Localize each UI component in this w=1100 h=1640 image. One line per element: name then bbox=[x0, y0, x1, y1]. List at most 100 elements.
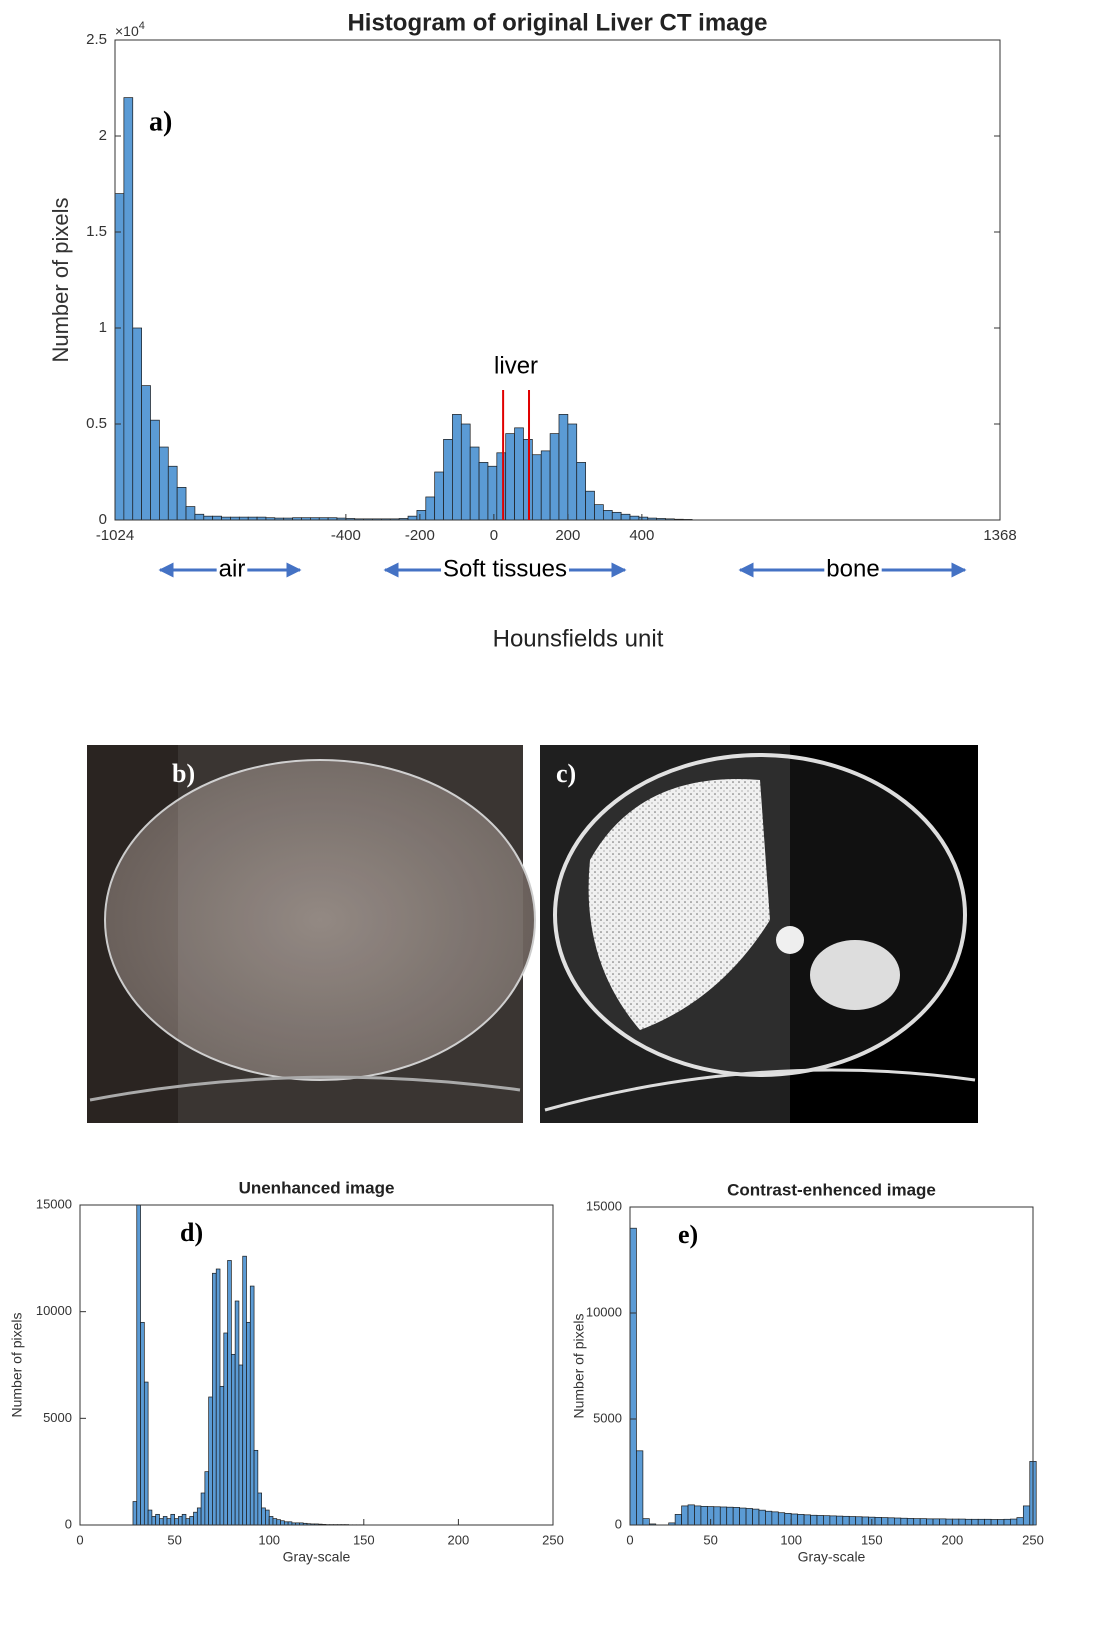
x-tick-label: 150 bbox=[353, 1532, 375, 1547]
bar bbox=[196, 1507, 202, 1526]
bar bbox=[253, 1449, 259, 1526]
x-tick-label: 0 bbox=[490, 527, 498, 544]
x-tick-label: 250 bbox=[1022, 1532, 1044, 1547]
plot-frame bbox=[629, 1206, 1034, 1526]
bar bbox=[443, 439, 453, 521]
panel-label: e) bbox=[678, 1220, 698, 1249]
bar bbox=[487, 465, 498, 521]
bar bbox=[194, 513, 205, 521]
y-multiplier-exponent: 4 bbox=[139, 20, 145, 32]
bar bbox=[478, 462, 489, 521]
bar bbox=[971, 1518, 979, 1526]
bar bbox=[242, 1255, 247, 1526]
x-tick-label: 200 bbox=[448, 1532, 470, 1547]
bar bbox=[246, 1321, 251, 1526]
bar bbox=[900, 1517, 908, 1526]
bar bbox=[132, 327, 142, 521]
x-tick-label: 50 bbox=[167, 1532, 181, 1547]
bar bbox=[964, 1518, 973, 1526]
bar bbox=[594, 504, 604, 521]
bar bbox=[945, 1518, 953, 1526]
bar bbox=[140, 1321, 145, 1526]
bar bbox=[223, 1332, 228, 1526]
x-tick-label: 250 bbox=[542, 1532, 564, 1547]
bar bbox=[204, 1471, 210, 1526]
bar bbox=[200, 1492, 206, 1526]
bar bbox=[272, 1518, 278, 1526]
bar bbox=[178, 1516, 183, 1526]
bar bbox=[629, 515, 640, 521]
bar bbox=[505, 433, 515, 521]
x-tick-label: -200 bbox=[405, 527, 435, 544]
bar bbox=[189, 1516, 194, 1526]
bar bbox=[835, 1515, 844, 1526]
x-tick-label: 100 bbox=[780, 1532, 802, 1547]
bar bbox=[842, 1515, 850, 1526]
bar bbox=[585, 490, 595, 521]
bar bbox=[797, 1514, 805, 1526]
bar bbox=[700, 1505, 708, 1526]
bar bbox=[185, 506, 196, 521]
bar bbox=[719, 1506, 728, 1526]
x-tick-label: 200 bbox=[942, 1532, 964, 1547]
bar bbox=[642, 1518, 650, 1526]
bar bbox=[523, 439, 533, 521]
bar bbox=[687, 1504, 695, 1526]
bar bbox=[416, 510, 427, 521]
y-tick-label: 15000 bbox=[586, 1198, 622, 1213]
bar bbox=[745, 1508, 753, 1526]
x-axis-label: Gray-scale bbox=[798, 1549, 866, 1565]
bar bbox=[636, 1450, 644, 1526]
bar bbox=[603, 510, 613, 521]
x-tick-label: 0 bbox=[76, 1532, 83, 1547]
bar bbox=[123, 97, 134, 521]
plot-frame bbox=[79, 1204, 554, 1526]
bar bbox=[166, 1518, 172, 1526]
bar bbox=[732, 1507, 740, 1526]
bar bbox=[576, 462, 586, 521]
bar bbox=[176, 487, 187, 521]
bar bbox=[181, 1513, 187, 1526]
bar bbox=[823, 1515, 831, 1526]
bar bbox=[136, 1204, 141, 1526]
bar bbox=[803, 1514, 811, 1526]
bar bbox=[514, 427, 524, 521]
bar bbox=[227, 1260, 232, 1526]
bar bbox=[174, 1518, 179, 1526]
bar bbox=[143, 1381, 149, 1526]
bar bbox=[926, 1518, 934, 1526]
bar bbox=[771, 1511, 779, 1526]
y-tick-label: 2 bbox=[99, 127, 107, 144]
bar bbox=[939, 1518, 947, 1526]
x-tick-label: 400 bbox=[629, 527, 654, 544]
bar bbox=[629, 1227, 637, 1526]
bar bbox=[212, 1272, 217, 1526]
y-tick-label: 1 bbox=[99, 319, 107, 336]
x-tick-label: 200 bbox=[555, 527, 580, 544]
bar bbox=[496, 452, 507, 521]
bar bbox=[674, 1514, 682, 1526]
region-label: bone bbox=[826, 555, 879, 582]
bar bbox=[567, 423, 578, 521]
bar bbox=[932, 1518, 940, 1526]
y-tick-label: 0 bbox=[615, 1516, 622, 1531]
x-tick-label: -1024 bbox=[96, 527, 134, 544]
bar bbox=[425, 496, 436, 521]
bar bbox=[777, 1512, 786, 1526]
bar bbox=[848, 1516, 857, 1526]
bar bbox=[208, 1396, 213, 1526]
bar bbox=[952, 1518, 960, 1526]
bar bbox=[739, 1507, 747, 1526]
y-axis-label: Number of pixels bbox=[48, 197, 73, 362]
bar bbox=[114, 193, 125, 521]
bar bbox=[460, 423, 471, 521]
y-axis-label: Number of pixels bbox=[9, 1312, 25, 1417]
bar bbox=[212, 515, 222, 521]
bar bbox=[1022, 1505, 1031, 1526]
bar bbox=[620, 513, 631, 521]
bar bbox=[231, 1353, 236, 1526]
y-tick-label: 2.5 bbox=[86, 31, 107, 48]
bar bbox=[881, 1517, 889, 1526]
